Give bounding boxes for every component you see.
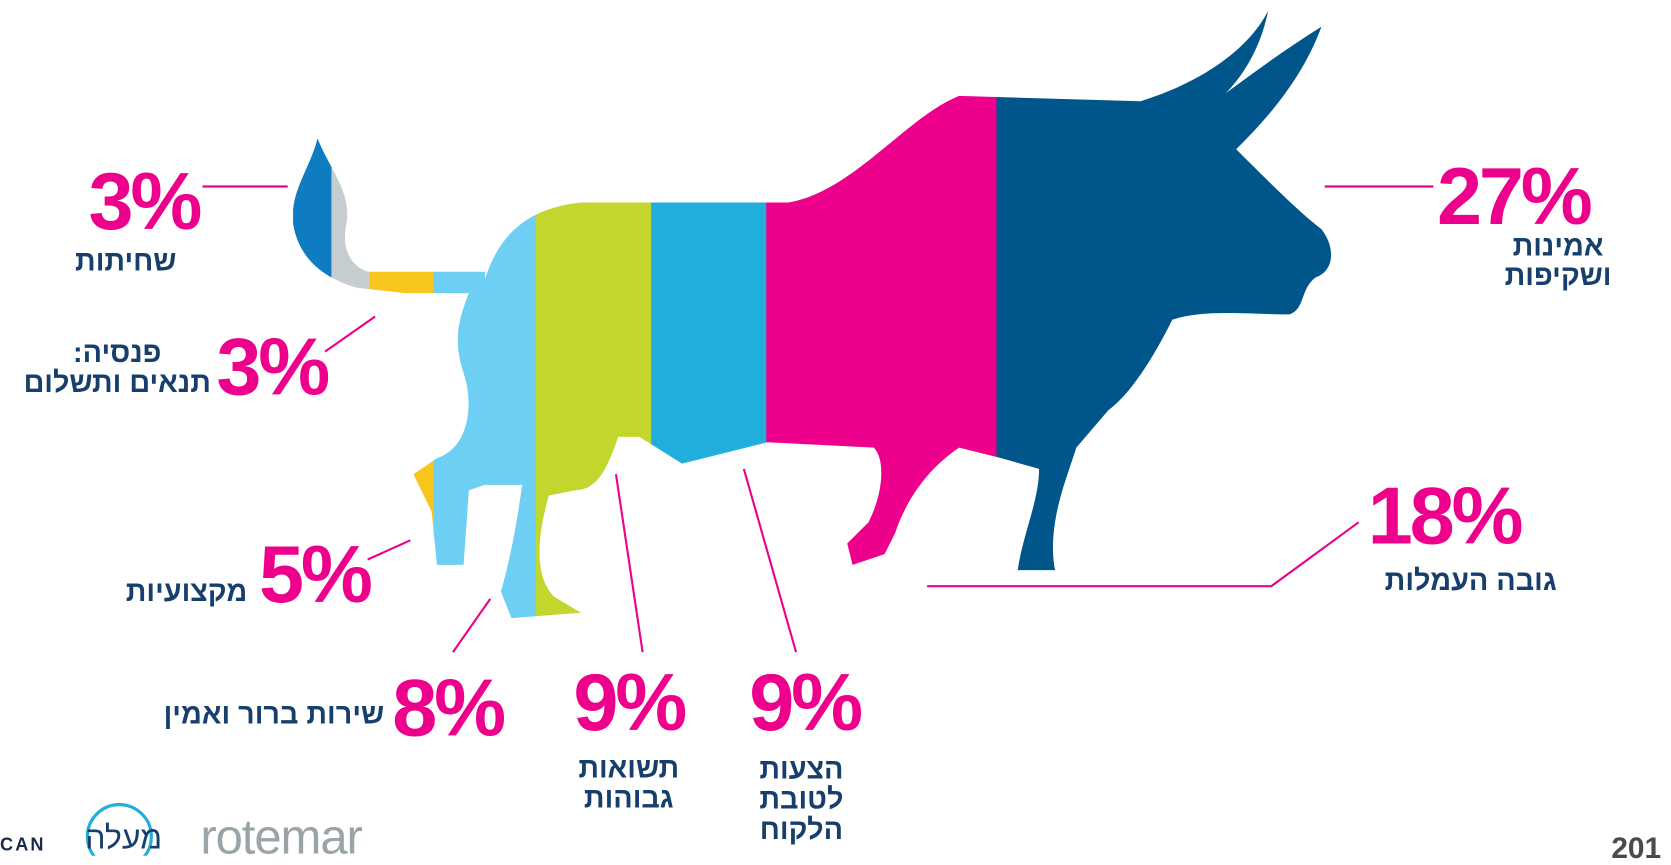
category-label: הצעות לטובת הלקוח [759, 754, 843, 845]
value-label: 3% [216, 327, 327, 408]
category-label: גובה העמלות [1385, 566, 1557, 596]
value-label: 9% [749, 663, 860, 744]
value-label: 3% [89, 162, 200, 243]
value-label: 18% [1368, 476, 1521, 557]
connector [744, 469, 796, 652]
segment [996, 0, 1341, 856]
category-label: אמינות ושקיפות [1502, 231, 1615, 291]
category-label: מקצועיות [126, 576, 247, 606]
infographic: CAN מעלה rotemar 201 3%שחיתות3%פנסיה: תנ… [0, 0, 1671, 856]
connector [453, 599, 490, 652]
page: {"chart_data": {"type": "pictogram", "ca… [0, 0, 1671, 856]
value-label: 8% [392, 668, 503, 749]
logo-maala: מעלה [85, 821, 162, 857]
logo-can: CAN [0, 834, 46, 855]
value-label: 9% [573, 663, 684, 744]
connector [616, 474, 643, 652]
connector [325, 317, 375, 352]
connector [368, 540, 411, 559]
category-label: שירות ברור ואמין [164, 699, 385, 729]
logo-rotemar: rotemar [200, 808, 361, 865]
connector [927, 522, 1359, 586]
value-label: 5% [259, 535, 370, 616]
year: 201 [1611, 831, 1661, 865]
category-label: שחיתות [75, 246, 176, 276]
category-label: פנסיה: תנאים ותשלום [24, 337, 211, 397]
category-label: תשואות גבוהות [578, 753, 679, 813]
value-label: 27% [1437, 157, 1590, 238]
